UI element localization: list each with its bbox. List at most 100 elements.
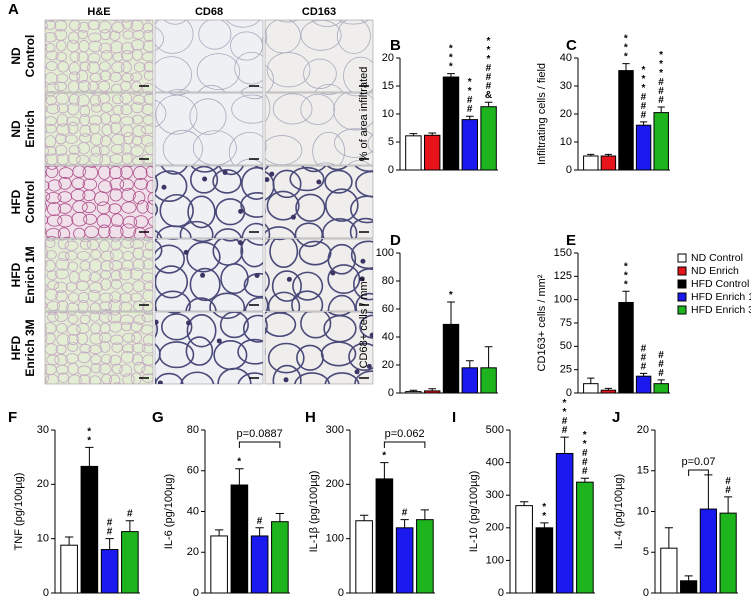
cell-outline: [77, 142, 90, 155]
cell-outline: [111, 363, 123, 375]
y-tick-label: 500: [486, 424, 504, 436]
cell-outline: [89, 281, 103, 294]
cell-outline: [303, 58, 337, 89]
cell-outline: [219, 312, 249, 339]
cell-outline: [57, 372, 69, 383]
micrograph: [264, 19, 374, 93]
row-label: NDEnrich: [9, 110, 37, 147]
bar: [535, 527, 554, 594]
cell-outline: [141, 52, 153, 62]
cell-outline: [45, 283, 48, 292]
micrograph-texture: [155, 93, 263, 165]
micrograph-texture: [265, 0, 413, 92]
cell-outline: [101, 166, 109, 167]
cell-outline: [109, 177, 125, 191]
cell-outline: [353, 268, 373, 301]
y-tick-label: 0: [43, 587, 49, 599]
cell-outline: [68, 62, 81, 75]
legend-swatch: [677, 305, 687, 315]
bar: [100, 549, 119, 594]
cell-outline: [292, 271, 324, 301]
nucleus: [369, 332, 373, 338]
cell-outline: [100, 260, 114, 272]
cell-outline: [217, 367, 252, 384]
cell-outline: [197, 85, 226, 92]
error-bar: [409, 389, 418, 392]
cell-outline: [110, 239, 120, 242]
error-bar: [587, 153, 595, 156]
panel-letter: H: [305, 409, 316, 426]
error-bar: [724, 496, 733, 514]
cell-outline: [131, 136, 143, 146]
cell-outline: [312, 131, 346, 165]
y-tick-label: 0: [566, 164, 572, 176]
bar: [375, 478, 394, 594]
panel-letter: I: [452, 409, 456, 426]
cell-outline: [45, 371, 50, 384]
cell-outline: [132, 48, 143, 61]
cell-outline: [132, 156, 145, 165]
legend-label: ND Control: [691, 252, 743, 264]
cell-outline: [336, 20, 371, 54]
cell-outline: [89, 94, 101, 107]
cell-outline: [121, 259, 135, 271]
micrograph-texture: [265, 239, 373, 311]
panel-letter: J: [612, 409, 620, 426]
cell-outline: [240, 93, 263, 100]
significance-mark: #: [399, 508, 410, 517]
legend-label: HFD Control: [691, 278, 749, 290]
cell-outline: [143, 70, 153, 81]
error-bar: [235, 468, 244, 486]
cell-outline: [367, 134, 373, 154]
y-axis-label: Infiltrating cells / field: [536, 63, 548, 165]
cell-outline: [79, 239, 92, 250]
y-tick-label: 0: [388, 387, 394, 399]
y-tick-label: 80: [382, 275, 394, 287]
cell-outline: [152, 157, 153, 163]
y-tick-label: 0: [498, 587, 504, 599]
cell-outline: [112, 310, 118, 311]
cell-outline: [68, 10, 79, 19]
cell-outline: [33, 304, 45, 315]
cell-outline: [57, 214, 74, 228]
cell-outline: [265, 64, 274, 92]
cell-outline: [140, 125, 153, 135]
cell-outline: [112, 51, 124, 62]
cell-outline: [112, 20, 121, 22]
cell-outline: [295, 193, 326, 222]
cell-outline: [57, 61, 69, 73]
cell-outline: [142, 259, 153, 270]
y-tick-label: 200: [486, 522, 504, 534]
cell-outline: [265, 317, 268, 335]
cell-outline: [272, 169, 302, 199]
y-tick-label: 30: [37, 424, 49, 436]
cell-outline: [103, 383, 110, 384]
cell-outline: [110, 312, 121, 316]
y-tick-label: 75: [560, 317, 572, 329]
cell-outline: [310, 20, 344, 27]
bar: [680, 580, 698, 594]
bar: [271, 521, 289, 594]
nucleus: [155, 319, 159, 325]
cell-outline: [237, 372, 263, 384]
cell-outline: [152, 294, 153, 300]
cell-outline: [99, 341, 111, 353]
row-label-line: Enrich 1M: [23, 246, 37, 303]
nucleus: [265, 177, 270, 183]
bar: [635, 375, 652, 394]
micrograph: [154, 19, 264, 93]
error-bar: [125, 520, 135, 532]
cell-outline: [45, 116, 57, 126]
cell-outline: [142, 82, 153, 92]
cell-outline: [111, 213, 124, 228]
panel-letter: C: [566, 37, 577, 54]
cell-outline: [108, 203, 122, 214]
cell-outline: [78, 374, 91, 384]
cell-outline: [121, 239, 135, 249]
cell-outline: [243, 272, 263, 298]
cell-outline: [143, 281, 153, 292]
cell-outline: [155, 94, 198, 135]
nucleus: [216, 338, 222, 344]
cell-outline: [77, 365, 91, 376]
cell-outline: [376, 0, 413, 20]
